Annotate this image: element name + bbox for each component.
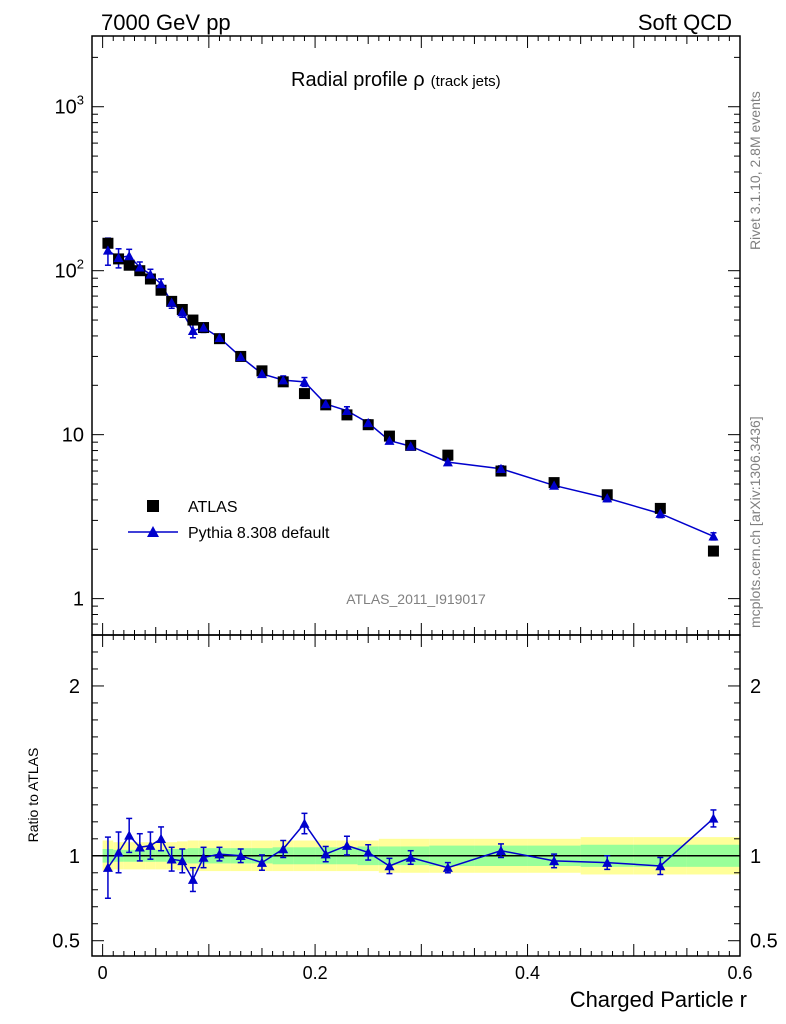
atlas-point-5 — [155, 284, 167, 296]
pythia-ratio-point-13 — [278, 844, 289, 854]
pythia-ratio-point-19 — [405, 852, 416, 862]
pythia-ratio-point-18 — [384, 860, 395, 871]
pythia-point-9 — [198, 322, 209, 332]
pythia-point-24 — [655, 508, 666, 518]
pythia-point-20 — [442, 457, 453, 467]
main-y-tick-label: 1 — [73, 589, 84, 611]
chart-title-main: Radial profile ρ — [291, 69, 425, 91]
x-tick-label: 0.4 — [515, 963, 540, 983]
atlas-point-8 — [187, 314, 199, 326]
pythia-point-19 — [405, 441, 416, 451]
pythia-ratio-point-21 — [495, 845, 506, 855]
pythia-point-6 — [166, 297, 177, 307]
pythia-point-0 — [102, 245, 113, 255]
pythia-ratio-point-23 — [602, 857, 613, 867]
pythia-point-3 — [134, 262, 145, 272]
pythia-ratio-point-14 — [299, 818, 310, 828]
atlas-point-2 — [123, 259, 135, 271]
pythia-ratio-point-22 — [549, 855, 560, 866]
main-panel-series — [102, 237, 719, 557]
legend-marker-pythia — [147, 526, 159, 537]
atlas-point-20 — [442, 449, 454, 461]
pythia-point-7 — [177, 306, 188, 317]
legend-label-atlas: ATLAS — [188, 499, 238, 516]
pythia-point-8 — [187, 325, 198, 336]
pythia-ratio-point-2 — [124, 830, 135, 840]
atlas-point-25 — [707, 545, 719, 557]
x-tick-label: 0.2 — [303, 963, 328, 983]
pythia-point-15 — [320, 398, 331, 409]
x-axis-label: Charged Particle r — [570, 987, 747, 1012]
mcplots-reference-label: mcplots.cern.ch [arXiv:1306.3436] — [747, 416, 763, 628]
chart-title-suffix: (track jets) — [431, 73, 501, 90]
pythia-ratio-point-15 — [320, 849, 331, 859]
pythia-ratio-point-4 — [145, 840, 156, 850]
pythia-ratio-point-0 — [102, 862, 113, 872]
beam-energy-label: 7000 GeV pp — [101, 10, 231, 35]
pythia-point-11 — [235, 351, 246, 362]
atlas-point-0 — [102, 237, 114, 249]
pythia-ratio-point-12 — [256, 857, 267, 867]
atlas-point-4 — [144, 273, 156, 285]
ratio-y-tick-label-left: 2 — [69, 676, 80, 698]
pythia-point-12 — [256, 368, 267, 379]
pythia-point-10 — [214, 332, 225, 342]
main-y-tick-label: 102 — [55, 257, 84, 283]
pythia-point-2 — [124, 250, 135, 261]
pythia-ratio-point-8 — [187, 874, 198, 884]
pythia-line — [107, 249, 714, 537]
pythia-point-23 — [602, 493, 613, 503]
pythia-ratio-point-7 — [177, 855, 188, 866]
pythia-ratio-point-25 — [708, 813, 719, 823]
process-label: Soft QCD — [638, 10, 732, 35]
pythia-point-17 — [363, 417, 374, 428]
axis-ticks — [92, 36, 741, 956]
pythia-point-16 — [341, 405, 352, 415]
main-y-tick-label: 10 — [62, 425, 84, 447]
atlas-point-14 — [298, 388, 310, 400]
pythia-point-13 — [278, 375, 289, 385]
pythia-ratio-point-16 — [341, 840, 352, 850]
ratio-y-tick-label-right: 0.5 — [750, 931, 778, 953]
x-tick-label: 0.6 — [727, 963, 752, 983]
pythia-ratio-point-10 — [214, 849, 225, 859]
ratio-y-tick-label-right: 1 — [750, 846, 761, 868]
axis-tick-labels: 0 0.2 0.4 0.6 1 10 102 103 0.5 0.5 1 1 2 2 — [52, 93, 778, 983]
pythia-point-5 — [156, 278, 167, 289]
pythia-point-1 — [113, 252, 124, 262]
x-tick-label: 0 — [98, 963, 108, 983]
pythia-ratio-point-6 — [166, 854, 177, 864]
main-y-tick-label: 103 — [55, 93, 84, 119]
pythia-ratio-point-1 — [113, 847, 124, 857]
pythia-point-4 — [145, 269, 156, 279]
pythia-ratio-point-3 — [134, 842, 145, 852]
pythia-point-21 — [495, 463, 506, 473]
pythia-point-18 — [384, 435, 395, 445]
atlas-point-24 — [654, 502, 666, 514]
legend: ATLAS Pythia 8.308 default — [128, 499, 330, 542]
pythia-ratio-point-17 — [363, 847, 374, 857]
ratio-panel-series — [102, 809, 719, 900]
chart-title: Radial profile ρ (track jets) — [291, 69, 501, 91]
pythia-point-22 — [549, 480, 560, 490]
pythia-ratio-point-11 — [235, 850, 246, 861]
ratio-y-axis-label: Ratio to ATLAS — [25, 748, 41, 843]
ratio-panel-frame — [91, 634, 741, 957]
ratio-uncertainty-bands — [92, 837, 740, 875]
ratio-y-tick-label-left: 0.5 — [52, 931, 80, 953]
main-panel-frame — [91, 35, 741, 636]
pythia-point-14 — [299, 376, 310, 387]
legend-label-pythia: Pythia 8.308 default — [188, 525, 330, 542]
pythia-point-25 — [708, 531, 719, 541]
ratio-y-tick-label-left: 1 — [69, 846, 80, 868]
analysis-id-label: ATLAS_2011_I919017 — [346, 591, 486, 607]
pythia-ratio-point-24 — [655, 860, 666, 871]
rivet-version-label: Rivet 3.1.10, 2.8M events — [747, 91, 763, 250]
ratio-y-tick-label-right: 2 — [750, 676, 761, 698]
legend-marker-atlas — [147, 500, 159, 512]
pythia-ratio-point-20 — [442, 862, 453, 872]
pythia-ratio-point-9 — [198, 852, 209, 862]
pythia-ratio-point-5 — [156, 833, 167, 844]
